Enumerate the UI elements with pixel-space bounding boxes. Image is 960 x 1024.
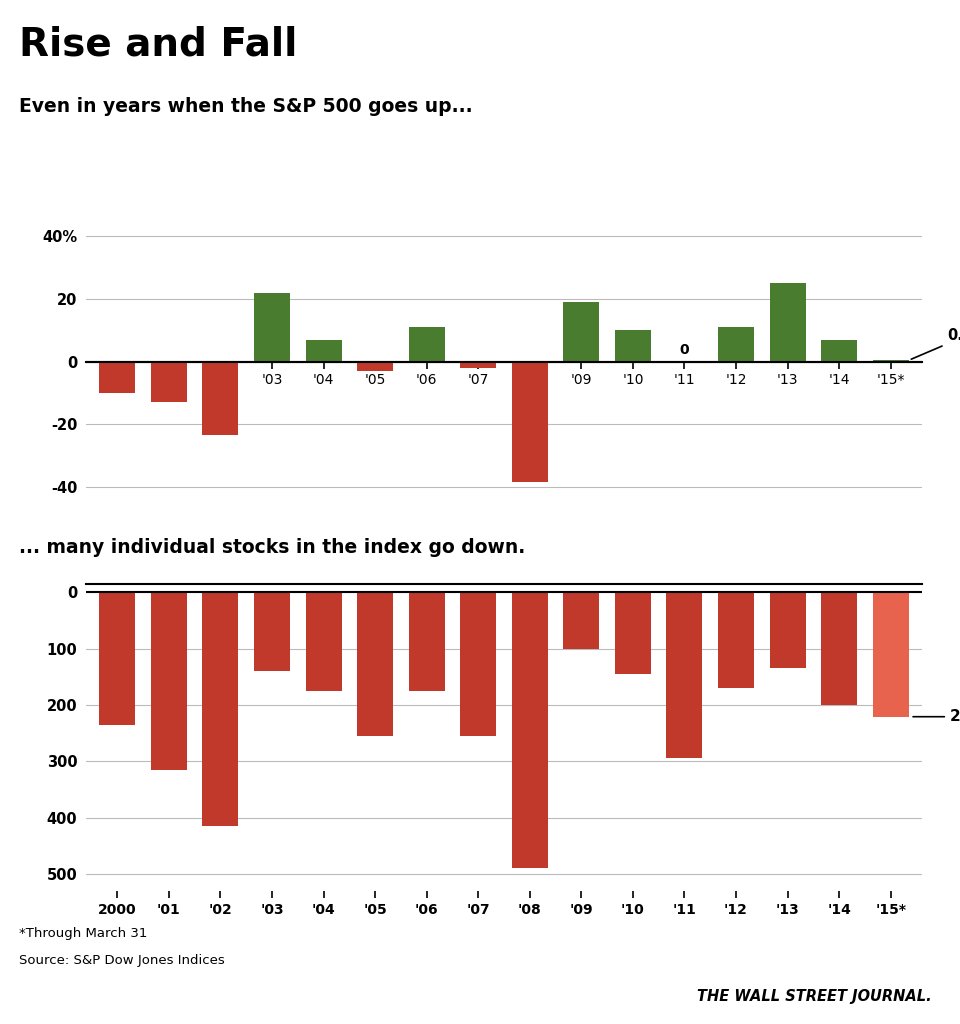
Bar (409, 327, 444, 361)
Bar (203, 592, 238, 826)
Bar (203, 361, 238, 435)
Bar (873, 360, 909, 361)
Bar (357, 361, 394, 371)
Bar (305, 340, 342, 361)
Text: Rise and Fall: Rise and Fall (19, 26, 298, 63)
Bar (409, 592, 444, 691)
Bar (666, 592, 703, 759)
Text: *Through March 31: *Through March 31 (19, 927, 148, 940)
Bar (254, 592, 290, 671)
Text: 0: 0 (680, 343, 689, 356)
Bar (770, 592, 805, 669)
Bar (99, 361, 135, 393)
Bar (305, 592, 342, 691)
Bar (564, 592, 599, 648)
Bar (460, 361, 496, 368)
Bar (357, 592, 394, 736)
Bar (821, 592, 857, 705)
Text: THE WALL STREET JOURNAL.: THE WALL STREET JOURNAL. (697, 988, 931, 1004)
Bar (460, 592, 496, 736)
Bar (151, 592, 187, 770)
Text: ... many individual stocks in the index go down.: ... many individual stocks in the index … (19, 538, 525, 557)
Bar (718, 592, 754, 688)
Bar (718, 327, 754, 361)
Text: 0.4%: 0.4% (911, 328, 960, 359)
Bar (614, 330, 651, 361)
Bar (254, 293, 290, 361)
Bar (770, 284, 805, 361)
Bar (614, 592, 651, 674)
Bar (512, 361, 548, 482)
Bar (821, 340, 857, 361)
Bar (99, 592, 135, 725)
Bar (512, 592, 548, 868)
Text: Source: S&P Dow Jones Indices: Source: S&P Dow Jones Indices (19, 954, 225, 968)
Bar (151, 361, 187, 402)
Text: Even in years when the S&P 500 goes up...: Even in years when the S&P 500 goes up..… (19, 97, 473, 117)
Bar (564, 302, 599, 361)
Bar (873, 592, 909, 717)
Text: 221: 221 (913, 710, 960, 724)
